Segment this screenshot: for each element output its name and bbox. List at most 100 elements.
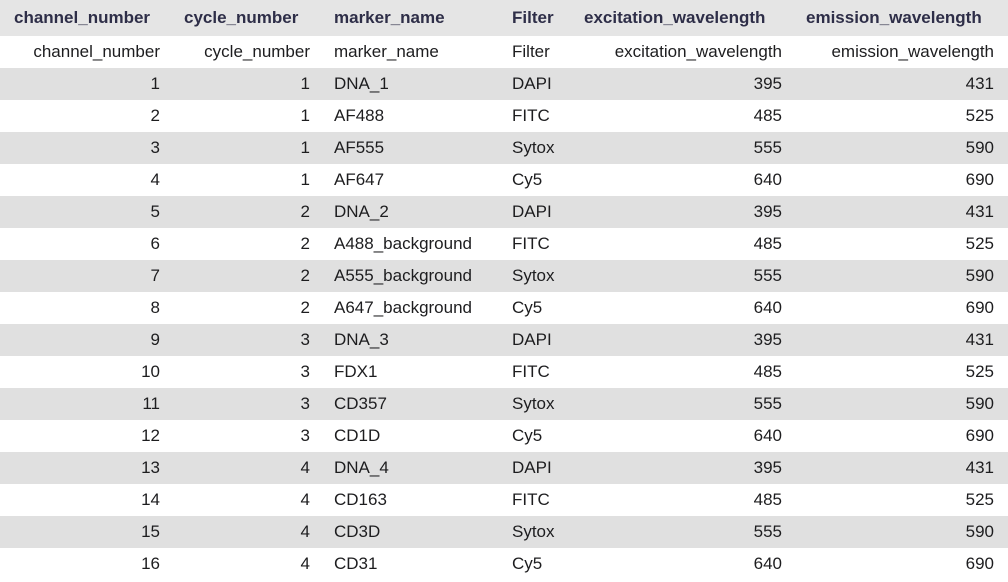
table-row[interactable]: 8 2 A647_background Cy5 640 690 [0, 292, 1008, 324]
marker-name-cell: AF647 [322, 164, 500, 196]
excitation-wavelength-cell: 485 [572, 356, 794, 388]
cycle-number-cell: 1 [172, 132, 322, 164]
table-row[interactable]: 3 1 AF555 Sytox 555 590 [0, 132, 1008, 164]
table-row[interactable]: 16 4 CD31 Cy5 640 690 [0, 548, 1008, 580]
table-row[interactable]: 2 1 AF488 FITC 485 525 [0, 100, 1008, 132]
marker-name-cell: CD31 [322, 548, 500, 580]
excitation-wavelength-cell: 555 [572, 388, 794, 420]
column-header-emission-wavelength[interactable]: emission_wavelength [794, 0, 1008, 36]
table-row[interactable]: 4 1 AF647 Cy5 640 690 [0, 164, 1008, 196]
filter-cell: DAPI [500, 196, 572, 228]
cycle-number-cell: 3 [172, 420, 322, 452]
channel-number-cell: 16 [0, 548, 172, 580]
marker-name-cell: CD1D [322, 420, 500, 452]
excitation-wavelength-cell: 640 [572, 420, 794, 452]
excitation-wavelength-cell: 640 [572, 548, 794, 580]
table-row[interactable]: 15 4 CD3D Sytox 555 590 [0, 516, 1008, 548]
marker-name-cell: CD357 [322, 388, 500, 420]
filter-cell: DAPI [500, 324, 572, 356]
column-header-channel-number[interactable]: channel_number [0, 0, 172, 36]
excitation-wavelength-cell: 485 [572, 100, 794, 132]
table-row[interactable]: 12 3 CD1D Cy5 640 690 [0, 420, 1008, 452]
channel-number-cell: 9 [0, 324, 172, 356]
marker-name-cell: DNA_2 [322, 196, 500, 228]
excitation-wavelength-cell: excitation_wavelength [572, 36, 794, 68]
marker-name-cell: A555_background [322, 260, 500, 292]
emission-wavelength-cell: 690 [794, 548, 1008, 580]
emission-wavelength-cell: 431 [794, 324, 1008, 356]
cycle-number-cell: 1 [172, 100, 322, 132]
channel-number-cell: 10 [0, 356, 172, 388]
table-row[interactable]: 14 4 CD163 FITC 485 525 [0, 484, 1008, 516]
channel-number-cell: 4 [0, 164, 172, 196]
emission-wavelength-cell: 431 [794, 452, 1008, 484]
filter-cell: Filter [500, 36, 572, 68]
channel-number-cell: 1 [0, 68, 172, 100]
table-row[interactable]: 1 1 DNA_1 DAPI 395 431 [0, 68, 1008, 100]
emission-wavelength-cell: 525 [794, 100, 1008, 132]
marker-name-cell: DNA_1 [322, 68, 500, 100]
column-header-cycle-number[interactable]: cycle_number [172, 0, 322, 36]
marker-name-cell: AF488 [322, 100, 500, 132]
filter-cell: Sytox [500, 260, 572, 292]
marker-name-cell: CD163 [322, 484, 500, 516]
channel-number-cell: 8 [0, 292, 172, 324]
cycle-number-cell: 2 [172, 292, 322, 324]
marker-name-cell: A488_background [322, 228, 500, 260]
filter-cell: FITC [500, 228, 572, 260]
emission-wavelength-cell: emission_wavelength [794, 36, 1008, 68]
marker-name-cell: CD3D [322, 516, 500, 548]
filter-cell: FITC [500, 484, 572, 516]
emission-wavelength-cell: 590 [794, 132, 1008, 164]
emission-wavelength-cell: 590 [794, 388, 1008, 420]
channel-number-cell: channel_number [0, 36, 172, 68]
marker-name-cell: AF555 [322, 132, 500, 164]
excitation-wavelength-cell: 395 [572, 452, 794, 484]
filter-cell: FITC [500, 100, 572, 132]
column-header-marker-name[interactable]: marker_name [322, 0, 500, 36]
cycle-number-cell: 3 [172, 388, 322, 420]
channel-number-cell: 12 [0, 420, 172, 452]
column-header-filter[interactable]: Filter [500, 0, 572, 36]
marker-name-cell: A647_background [322, 292, 500, 324]
excitation-wavelength-cell: 395 [572, 196, 794, 228]
channel-number-cell: 2 [0, 100, 172, 132]
header-row: channel_number cycle_number marker_name … [0, 0, 1008, 36]
marker-name-cell: DNA_3 [322, 324, 500, 356]
channel-number-cell: 7 [0, 260, 172, 292]
table-row[interactable]: channel_number cycle_number marker_name Fil… [0, 36, 1008, 68]
emission-wavelength-cell: 690 [794, 292, 1008, 324]
marker-name-cell: marker_name [322, 36, 500, 68]
table-header: channel_number cycle_number marker_name … [0, 0, 1008, 36]
excitation-wavelength-cell: 485 [572, 484, 794, 516]
channel-number-cell: 6 [0, 228, 172, 260]
marker-name-cell: FDX1 [322, 356, 500, 388]
cycle-number-cell: 2 [172, 228, 322, 260]
table-row[interactable]: 5 2 DNA_2 DAPI 395 431 [0, 196, 1008, 228]
table-body: channel_number cycle_number marker_name Fil… [0, 36, 1008, 580]
marker-name-cell: DNA_4 [322, 452, 500, 484]
excitation-wavelength-cell: 395 [572, 324, 794, 356]
table-row[interactable]: 9 3 DNA_3 DAPI 395 431 [0, 324, 1008, 356]
cycle-number-cell: 1 [172, 164, 322, 196]
table-row[interactable]: 6 2 A488_background FITC 485 525 [0, 228, 1008, 260]
table-row[interactable]: 7 2 A555_background Sytox 555 590 [0, 260, 1008, 292]
table-row[interactable]: 11 3 CD357 Sytox 555 590 [0, 388, 1008, 420]
column-header-excitation-wavelength[interactable]: excitation_wavelength [572, 0, 794, 36]
table-row[interactable]: 10 3 FDX1 FITC 485 525 [0, 356, 1008, 388]
cycle-number-cell: 4 [172, 452, 322, 484]
cycle-number-cell: 3 [172, 356, 322, 388]
filter-cell: Cy5 [500, 420, 572, 452]
table-row[interactable]: 13 4 DNA_4 DAPI 395 431 [0, 452, 1008, 484]
channel-number-cell: 14 [0, 484, 172, 516]
cycle-number-cell: 2 [172, 196, 322, 228]
emission-wavelength-cell: 590 [794, 260, 1008, 292]
excitation-wavelength-cell: 555 [572, 132, 794, 164]
filter-cell: Sytox [500, 388, 572, 420]
excitation-wavelength-cell: 640 [572, 164, 794, 196]
excitation-wavelength-cell: 395 [572, 68, 794, 100]
channel-number-cell: 11 [0, 388, 172, 420]
filter-cell: Sytox [500, 132, 572, 164]
cycle-number-cell: 1 [172, 68, 322, 100]
